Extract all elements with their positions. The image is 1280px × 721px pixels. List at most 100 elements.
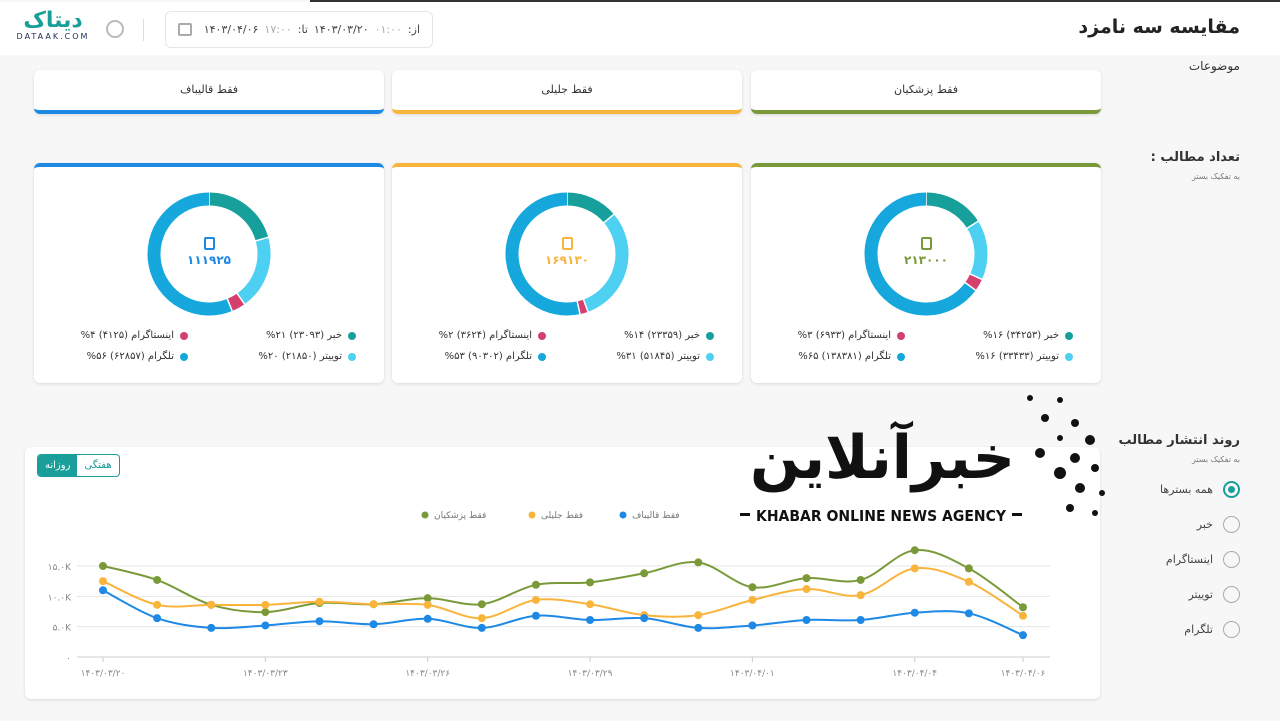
legend-dot	[421, 511, 429, 519]
donut-slice-telegram[interactable]	[864, 192, 976, 316]
legend-item-instagram[interactable]: اینستاگرام (۶۹۳۳) ۳%	[798, 330, 905, 341]
donut-slice-twitter[interactable]	[966, 221, 988, 280]
daily-tab[interactable]: روزانه	[38, 455, 78, 476]
donut-slice-twitter[interactable]	[583, 214, 629, 312]
radio-circle[interactable]	[1223, 551, 1240, 568]
series-line-0	[102, 549, 1024, 614]
radio-circle[interactable]	[1223, 621, 1240, 638]
data-point	[423, 600, 432, 609]
slice-separator	[226, 298, 234, 312]
data-point	[153, 575, 162, 584]
data-point	[153, 600, 162, 609]
count-label: تعداد مطالب :	[1150, 150, 1240, 165]
legend-item-news[interactable]: خبر (۲۳۰۹۳) ۲۱%	[266, 330, 356, 341]
legend-dot	[538, 331, 546, 340]
donut-slice-telegram[interactable]	[147, 192, 233, 316]
legend-item-news[interactable]: خبر (۲۳۳۵۹) ۱۴%	[624, 330, 714, 341]
slice-separator	[255, 236, 269, 242]
x-tick-label: ۱۴۰۳/۰۴/۰۱	[730, 669, 775, 679]
platform-radio[interactable]: خبر	[1197, 516, 1240, 533]
radio-circle[interactable]	[1223, 586, 1240, 603]
radio-circle[interactable]	[1223, 481, 1240, 498]
date-range-picker[interactable]: از: ۰۱:۰۰ ۱۴۰۳/۰۳/۲۰ تا: ۱۷:۰۰ ۱۴۰۳/۰۴/۰…	[165, 11, 433, 48]
header: دیتاک DATAAK.COM از: ۰۱:۰۰ ۱۴۰۳/۰۳/۲۰ تا…	[0, 2, 1280, 55]
donut-slice-instagram[interactable]	[577, 299, 588, 315]
radio-circle[interactable]	[1223, 516, 1240, 533]
data-point	[586, 615, 595, 624]
donut-slice-news[interactable]	[566, 192, 614, 223]
topic-ghalibaf[interactable]: فقط قالیباف	[34, 70, 384, 114]
legend-label: تلگرام (۹۰۳۰۲) ۵۳%	[444, 351, 532, 362]
donut-slice-twitter[interactable]	[236, 237, 271, 305]
data-point	[369, 600, 378, 609]
legend-dot	[1065, 331, 1073, 340]
platform-radio[interactable]: توییتر	[1188, 586, 1240, 603]
radio-label: اینستاگرام	[1165, 553, 1213, 566]
legend-label: فقط قالیباف	[632, 511, 680, 521]
data-point	[207, 623, 216, 632]
legend-item-instagram[interactable]: اینستاگرام (۳۶۲۴) ۲%	[439, 330, 546, 341]
data-point	[748, 595, 757, 604]
donut-slice-instagram[interactable]	[965, 273, 983, 291]
topic-pezeshkian[interactable]: فقط پزشکیان	[751, 70, 1101, 114]
donut-chart	[147, 192, 271, 316]
platform-radio[interactable]: تلگرام	[1184, 621, 1240, 638]
slice-separator	[576, 300, 581, 315]
radio-label: توییتر	[1188, 588, 1213, 601]
data-point	[261, 600, 270, 609]
series-line-2	[102, 589, 1024, 637]
dataak-logo[interactable]: دیتاک DATAAK.COM	[10, 10, 96, 46]
legend-item-instagram[interactable]: اینستاگرام (۴۱۲۵) ۴%	[81, 330, 188, 341]
data-point	[802, 615, 811, 624]
support-headset-icon[interactable]	[106, 20, 124, 38]
platform-breakdown-card: ۱۱۱۹۲۵ خبر (۲۳۰۹۳) ۲۱% اینستاگرام (۴۱۲۵) ۴…	[34, 163, 384, 383]
data-point	[99, 562, 107, 570]
radio-label: تلگرام	[1184, 623, 1213, 636]
legend-label: اینستاگرام (۴۱۲۵) ۴%	[80, 330, 174, 341]
donut-slice-instagram[interactable]	[227, 293, 245, 311]
legend-item-twitter[interactable]: توییتر (۲۱۸۵۰) ۲۰%	[258, 351, 356, 362]
legend-dot	[897, 352, 905, 361]
data-point	[802, 574, 811, 583]
data-point	[153, 614, 162, 623]
data-point	[1019, 611, 1027, 620]
legend-item-telegram[interactable]: تلگرام (۱۳۸۳۸۱) ۶۵%	[798, 351, 905, 362]
document-icon	[203, 237, 215, 250]
topic-jalili[interactable]: فقط جلیلی	[392, 70, 742, 114]
x-tick-label: ۱۴۰۳/۰۳/۲۹	[568, 669, 613, 679]
platform-radio[interactable]: همه بسترها	[1160, 481, 1240, 498]
trend-label: روند انتشار مطالب	[1118, 433, 1240, 448]
donut-center: ۱۶۹۱۳۰	[505, 237, 629, 267]
legend-label: خبر (۲۳۰۹۳) ۲۱%	[265, 330, 342, 341]
calendar-icon[interactable]	[178, 23, 192, 36]
data-point	[856, 615, 865, 624]
legend-item-twitter[interactable]: توییتر (۳۳۴۳۳) ۱۶%	[975, 351, 1073, 362]
watermark-dash	[740, 513, 750, 516]
legend-item-telegram[interactable]: تلگرام (۹۰۳۰۲) ۵۳%	[445, 351, 546, 362]
data-point	[640, 614, 649, 623]
data-point	[748, 583, 757, 592]
legend-label: توییتر (۳۳۴۳۳) ۱۶%	[975, 351, 1059, 362]
weekly-tab[interactable]: هفتگی	[84, 460, 112, 471]
legend-dot	[348, 352, 356, 361]
legend-label: توییتر (۲۱۸۵۰) ۲۰%	[258, 351, 342, 362]
trend-chart-card: روزانه هفتگی ۰ ۵.۰K ۱۰.۰K ۱۵.۰K ۱۴۰۳/۰۳/۲۰ ۱۴…	[25, 447, 1100, 699]
period-toggle[interactable]: روزانه هفتگی	[37, 454, 120, 477]
legend-item-telegram[interactable]: تلگرام (۶۲۸۵۷) ۵۶%	[87, 351, 188, 362]
legend-item-news[interactable]: خبر (۳۴۲۵۳) ۱۶%	[983, 330, 1073, 341]
donut-slice-news[interactable]	[925, 192, 979, 229]
donut-slice-news[interactable]	[208, 192, 269, 242]
legend-item-twitter[interactable]: توییتر (۵۱۸۴۵) ۳۱%	[616, 351, 714, 362]
legend-label: فقط پزشکیان	[434, 511, 486, 521]
data-point	[910, 608, 919, 617]
legend-label: فقط جلیلی	[541, 511, 583, 521]
platform-radio[interactable]: اینستاگرام	[1166, 551, 1240, 568]
legend-dot	[348, 331, 356, 340]
data-point	[315, 617, 324, 626]
logo-en: DATAAK.COM	[16, 32, 90, 41]
page-title: مقایسه سه نامزد	[1078, 16, 1240, 38]
date-to-time: ۱۷:۰۰	[264, 23, 292, 36]
legend-dot	[619, 511, 627, 519]
data-point	[99, 586, 107, 595]
donut-slice-telegram[interactable]	[505, 192, 580, 316]
